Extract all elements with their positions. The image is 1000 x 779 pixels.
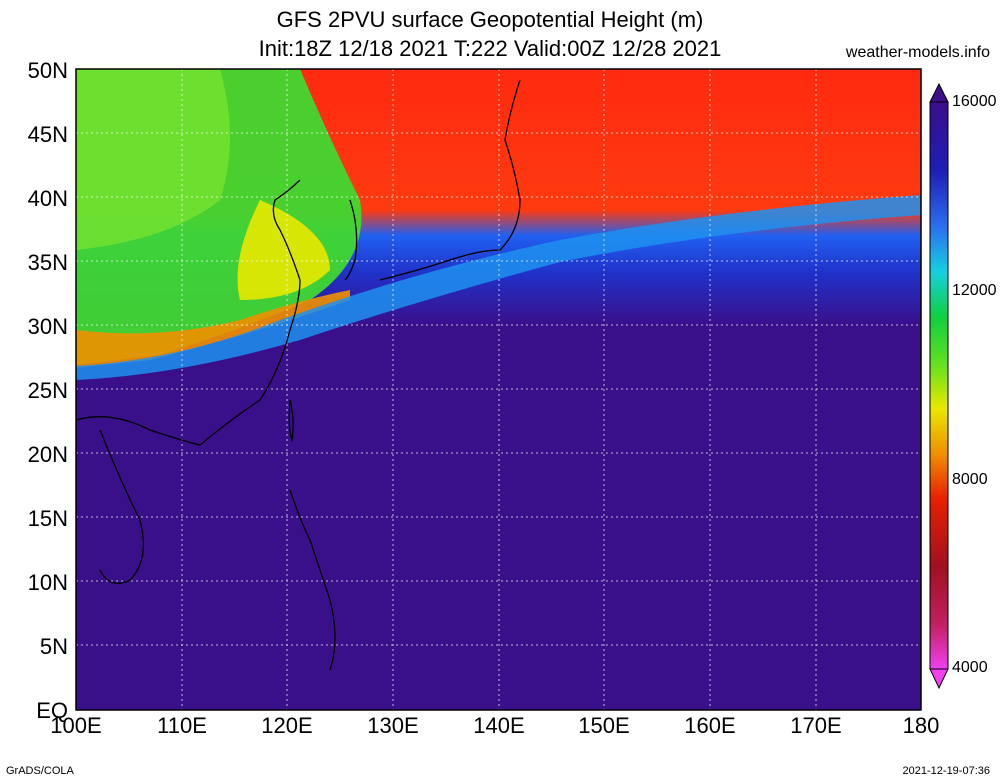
lon-label: 120E <box>261 713 313 738</box>
software-credit: GrADS/COLA <box>6 765 74 777</box>
lon-label: 150E <box>578 713 630 738</box>
colorbar-label: 12000 <box>952 282 997 299</box>
colorbar <box>929 101 949 670</box>
coastlines <box>75 79 521 671</box>
lon-label: 160E <box>684 713 736 738</box>
frontal-band <box>76 195 921 380</box>
lat-label: 10N <box>27 570 68 595</box>
colorbar-label: 16000 <box>952 93 997 110</box>
lon-label: 140E <box>473 713 525 738</box>
lat-label: 25N <box>27 378 68 403</box>
orange-band <box>76 290 350 368</box>
lat-label: 5N <box>39 634 68 659</box>
colorbar-label: 4000 <box>952 659 988 676</box>
lat-label: 45N <box>27 122 68 147</box>
lat-label: 35N <box>27 250 68 275</box>
graticule <box>76 69 921 710</box>
lat-label: EQ <box>36 698 68 723</box>
map-subtitle: Init:18Z 12/18 2021 T:222 Valid:00Z 12/2… <box>258 36 722 61</box>
lat-label: 20N <box>27 442 68 467</box>
lat-label: 40N <box>27 186 68 211</box>
plot-frame <box>75 68 922 711</box>
mid-height-region <box>76 69 230 250</box>
lon-label: 110E <box>157 713 207 738</box>
lon-label: 170E <box>790 713 842 738</box>
colorbar-bottom-arrow <box>929 668 949 690</box>
lat-label: 30N <box>27 314 68 339</box>
lon-label: 180 <box>902 713 940 738</box>
lat-label: 50N <box>27 58 68 83</box>
map-title: GFS 2PVU surface Geopotential Height (m) <box>276 7 704 32</box>
lat-label: 15N <box>27 506 68 531</box>
generated-timestamp: 2021-12-19-07:36 <box>902 765 990 777</box>
high-height-band <box>237 200 330 300</box>
lon-label: 130E <box>367 713 419 738</box>
colorbar-label: 8000 <box>952 471 988 488</box>
lon-label: 100E <box>50 713 102 738</box>
site-credit: weather-models.info <box>845 44 990 61</box>
colorbar-top-arrow <box>929 82 949 103</box>
